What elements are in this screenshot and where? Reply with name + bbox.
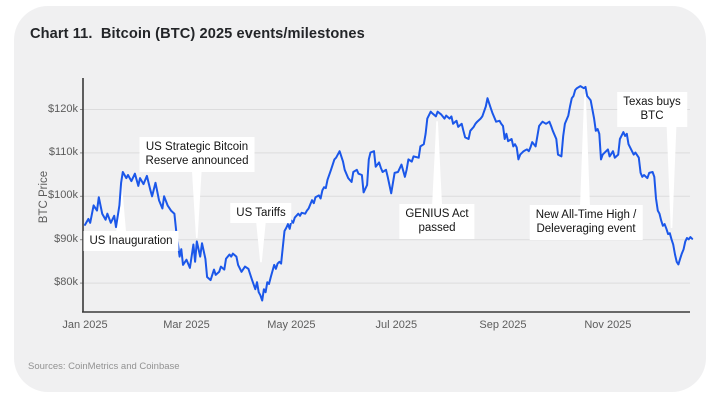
annotation-label-line: US Inauguration xyxy=(89,235,173,247)
annotation-label-us-inauguration: US Inauguration xyxy=(83,231,179,252)
annotation-label-line: New All-Time High / xyxy=(535,209,637,221)
annotation-label-line: Texas buys xyxy=(623,96,681,108)
y-tick-label: $100k xyxy=(48,189,78,202)
annotation-label-line: Reserve announced xyxy=(145,155,249,168)
chart-card xyxy=(14,6,706,392)
chart-title: Chart 11. Bitcoin (BTC) 2025 events/mile… xyxy=(30,26,365,42)
annotation-callout-us-tariffs xyxy=(255,220,266,263)
annotation-label-line: GENIUS Act xyxy=(405,208,469,220)
y-tick-label: $120k xyxy=(48,102,78,115)
x-tick-label: Nov 2025 xyxy=(584,319,632,331)
btc-price-line xyxy=(84,85,694,302)
annotation-label-line: BTC xyxy=(640,110,664,123)
annotation-label-line: US Strategic Bitcoin xyxy=(145,141,249,153)
annotation-label-line: Deleveraging event xyxy=(536,223,636,236)
sources-note: Sources: CoinMetrics and Coinbase xyxy=(28,361,180,372)
annotation-label-texas-buys-btc: Texas buys BTC xyxy=(617,92,687,127)
x-tick-label: Jul 2025 xyxy=(375,319,418,331)
annotation-callout-us-inauguration xyxy=(116,184,127,233)
annotation-label-line: US Tariffs xyxy=(236,207,286,219)
annotation-label-genius-act-passed: GENIUS Act passed xyxy=(399,204,475,239)
annotation-label-line: passed xyxy=(418,222,456,235)
x-tick-label: Jan 2025 xyxy=(62,319,108,331)
x-tick-label: May 2025 xyxy=(267,319,316,331)
annotation-label-new-all-time-high-deleveraging-event: New All-Time High / Deleveraging event xyxy=(529,205,643,240)
y-tick-label: $90k xyxy=(54,232,78,245)
annotation-callout-us-strategic-bitcoin-reserve-announced xyxy=(191,168,202,238)
annotation-callout-new-all-time-high-deleveraging-event xyxy=(580,94,591,207)
y-tick-label: $110k xyxy=(48,145,78,158)
x-tick-label: Mar 2025 xyxy=(163,319,210,331)
x-tick-label: Sep 2025 xyxy=(479,319,527,331)
annotation-label-us-tariffs: US Tariffs xyxy=(230,203,292,224)
annotation-label-us-strategic-bitcoin-reserve-announced: US Strategic Bitcoin Reserve announced xyxy=(139,137,255,172)
y-tick-label: $80k xyxy=(54,276,78,289)
annotation-callout-genius-act-passed xyxy=(432,121,443,206)
annotation-callout-texas-buys-btc xyxy=(666,123,677,228)
